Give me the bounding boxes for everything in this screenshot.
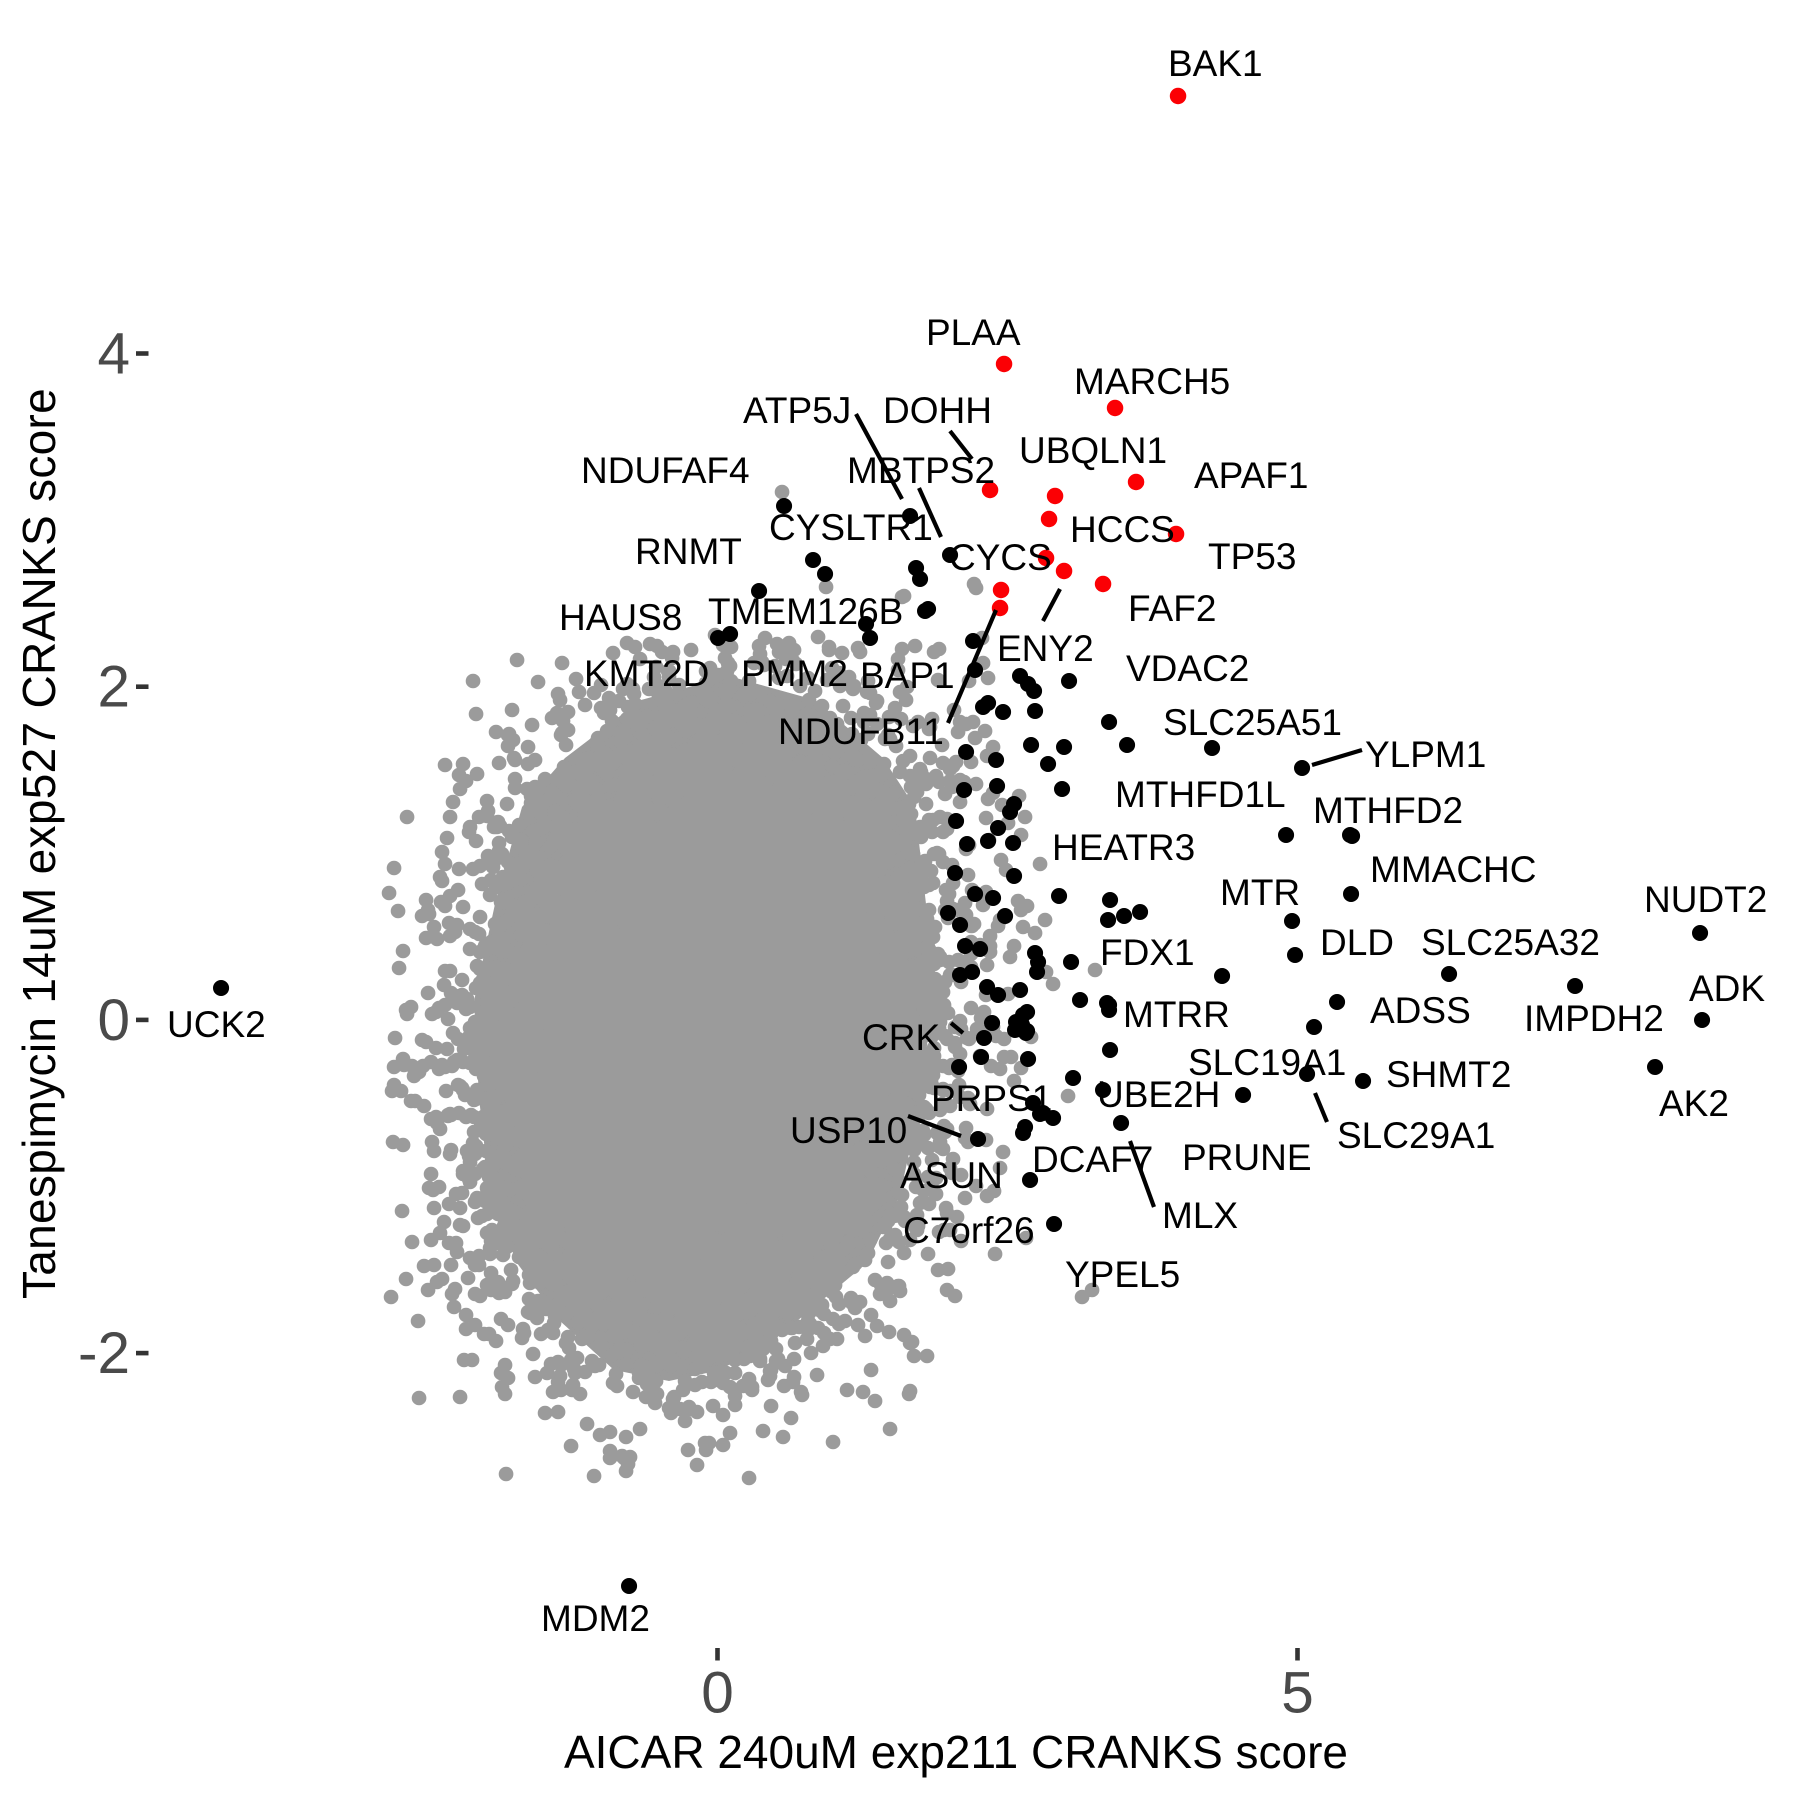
svg-text:ADK: ADK [1689,968,1765,1009]
svg-text:MBTPS2: MBTPS2 [847,450,995,491]
svg-text:CYCS: CYCS [949,537,1052,578]
svg-text:YPEL5: YPEL5 [1065,1254,1180,1295]
svg-text:TMEM126B: TMEM126B [708,591,903,632]
svg-text:CYSLTR1: CYSLTR1 [769,507,933,548]
svg-text:HEATR3: HEATR3 [1052,827,1195,868]
svg-text:FDX1: FDX1 [1100,932,1195,973]
svg-text:PRUNE: PRUNE [1182,1137,1312,1178]
svg-text:VDAC2: VDAC2 [1126,648,1249,689]
svg-text:MMACHC: MMACHC [1370,849,1536,890]
svg-text:Tanespimycin 14uM exp527 CRANK: Tanespimycin 14uM exp527 CRANKS score [13,388,65,1299]
svg-text:USP10: USP10 [790,1110,907,1151]
svg-text:KMT2D: KMT2D [584,653,709,694]
svg-text:4: 4 [97,322,130,387]
svg-text:YLPM1: YLPM1 [1365,734,1486,775]
svg-text:MARCH5: MARCH5 [1074,361,1230,402]
svg-text:HAUS8: HAUS8 [559,597,682,638]
svg-text:BAP1: BAP1 [860,655,955,696]
svg-text:MTR: MTR [1220,872,1300,913]
svg-text:5: 5 [1281,1661,1314,1726]
svg-text:DOHH: DOHH [883,390,992,431]
svg-text:ADSS: ADSS [1370,990,1471,1031]
svg-text:AK2: AK2 [1659,1083,1729,1124]
svg-text:2: 2 [97,655,130,720]
svg-text:DLD: DLD [1320,922,1394,963]
svg-text:SLC29A1: SLC29A1 [1337,1115,1495,1156]
svg-text:MTRR: MTRR [1123,994,1230,1035]
svg-text:RNMT: RNMT [635,531,742,572]
svg-text:IMPDH2: IMPDH2 [1524,998,1664,1039]
svg-text:UBE2H: UBE2H [1097,1074,1220,1115]
svg-text:CRK: CRK [862,1017,940,1058]
svg-text:PRPS1: PRPS1 [931,1078,1052,1119]
svg-text:HCCS: HCCS [1070,509,1175,550]
svg-text:MDM2: MDM2 [541,1598,650,1639]
svg-text:0: 0 [701,1661,734,1726]
svg-text:NDUFAF4: NDUFAF4 [581,450,750,491]
svg-text:UCK2: UCK2 [167,1004,266,1045]
svg-text:BAK1: BAK1 [1168,43,1263,84]
svg-text:PLAA: PLAA [926,312,1021,353]
svg-text:MTHFD1L: MTHFD1L [1115,774,1286,815]
svg-text:TP53: TP53 [1208,536,1296,577]
svg-text:MLX: MLX [1162,1195,1238,1236]
svg-text:DCAF7: DCAF7 [1032,1139,1153,1180]
svg-text:C7orf26: C7orf26 [903,1210,1035,1251]
svg-text:-2: -2 [78,1321,130,1386]
svg-text:ASUN: ASUN [900,1155,1003,1196]
svg-text:UBQLN1: UBQLN1 [1019,430,1167,471]
svg-text:SLC25A51: SLC25A51 [1163,702,1342,743]
svg-text:FAF2: FAF2 [1128,588,1216,629]
svg-text:SLC19A1: SLC19A1 [1188,1042,1346,1083]
svg-text:SHMT2: SHMT2 [1386,1054,1511,1095]
svg-text:SLC25A32: SLC25A32 [1421,922,1600,963]
svg-text:0: 0 [97,988,130,1053]
svg-text:ENY2: ENY2 [997,628,1094,669]
svg-text:ATP5J: ATP5J [743,390,851,431]
svg-text:AICAR 240uM exp211 CRANKS scor: AICAR 240uM exp211 CRANKS score [564,1726,1348,1778]
svg-text:APAF1: APAF1 [1194,455,1308,496]
svg-text:MTHFD2: MTHFD2 [1313,790,1463,831]
svg-text:NUDT2: NUDT2 [1644,879,1767,920]
svg-text:PMM2: PMM2 [741,653,848,694]
svg-text:NDUFB11: NDUFB11 [778,711,944,752]
